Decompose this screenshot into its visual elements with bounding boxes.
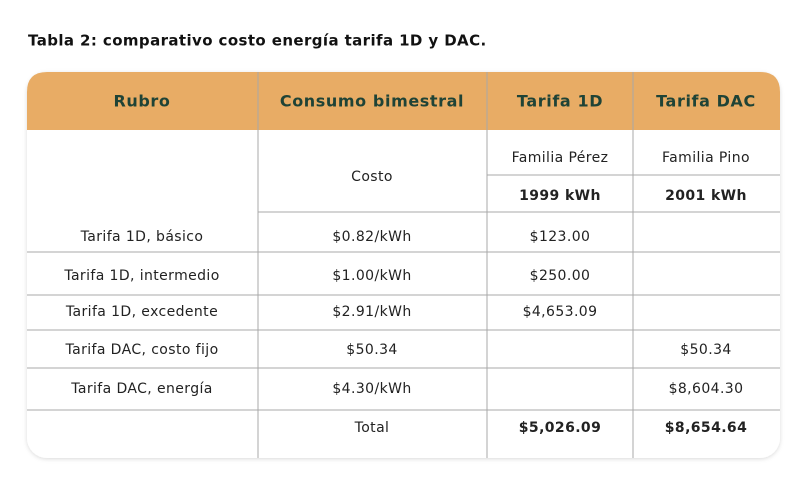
grid [27, 72, 780, 458]
total-value: $5,026.09 [519, 420, 601, 436]
cell-tarifa-dac: $50.34 [680, 342, 731, 358]
total-label: Total [354, 420, 390, 436]
caption: Tabla 2: comparativo costo energía tarif… [28, 32, 487, 50]
cell-costo: $50.34 [346, 342, 397, 358]
column-header: Consumo bimestral [280, 92, 464, 111]
cell-tarifa-1d: $250.00 [530, 268, 591, 284]
column-header: Tarifa 1D [517, 92, 603, 111]
cell-rubro: Tarifa 1D, intermedio [63, 268, 219, 284]
header-band [27, 72, 780, 130]
cell-rubro: Tarifa DAC, costo fijo [64, 342, 218, 358]
cell-costo: $4.30/kWh [332, 381, 411, 397]
cell-costo: $1.00/kWh [332, 268, 411, 284]
cell-rubro: Tarifa 1D, excedente [65, 304, 218, 320]
total-value: $8,654.64 [665, 420, 747, 436]
cell-rubro: Tarifa DAC, energía [70, 381, 213, 397]
family-name: Familia Pino [662, 150, 750, 166]
column-header: Rubro [113, 92, 170, 111]
cell-tarifa-dac: $8,604.30 [669, 381, 744, 397]
cell-tarifa-1d: $123.00 [530, 229, 591, 245]
cell-costo: $0.82/kWh [332, 229, 411, 245]
consumption: 2001 kWh [665, 188, 747, 204]
cost-label: Costo [351, 169, 393, 185]
cell-costo: $2.91/kWh [332, 304, 411, 320]
family-name: Familia Pérez [512, 150, 609, 166]
table-card [27, 72, 780, 458]
consumption: 1999 kWh [519, 188, 601, 204]
cell-rubro: Tarifa 1D, básico [80, 229, 204, 245]
column-header: Tarifa DAC [656, 92, 756, 111]
cell-tarifa-1d: $4,653.09 [523, 304, 598, 320]
